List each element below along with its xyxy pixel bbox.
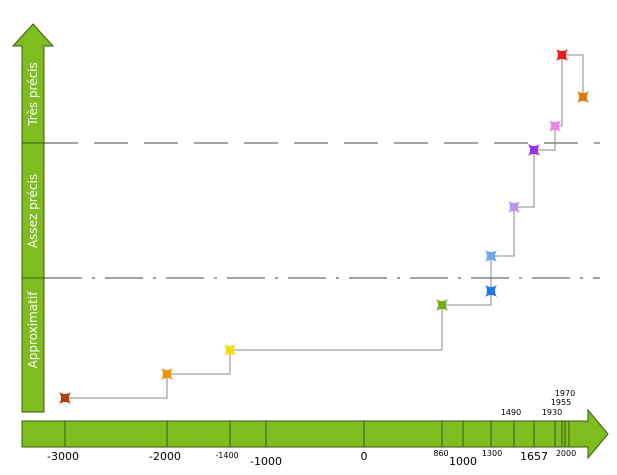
tick-label: 1000 <box>449 455 477 468</box>
event-marker <box>485 285 497 297</box>
tick-label: -2000 <box>149 450 181 463</box>
tick-label: 1657 <box>520 450 548 463</box>
level-label-assez-precis: Assez précis <box>26 174 40 248</box>
precision-axis-arrow: Très précis Assez précis Approximatif <box>11 23 55 413</box>
event-marker <box>224 344 236 356</box>
tick-label: 0 <box>361 450 368 463</box>
tick-label: 1300 <box>482 449 502 458</box>
step-connector <box>65 54 584 399</box>
tick-label: 2000 <box>556 449 576 458</box>
event-marker <box>59 392 71 404</box>
event-marker <box>436 299 448 311</box>
tick-label: -3000 <box>47 450 79 463</box>
event-marker <box>161 368 173 380</box>
time-arrow-shape <box>21 408 609 460</box>
tick-label: 1930 <box>542 408 562 417</box>
event-marker <box>485 250 497 262</box>
tick-label: 1490 <box>501 408 521 417</box>
level-label-approximatif: Approximatif <box>26 291 40 369</box>
tick-label: -1000 <box>250 455 282 468</box>
time-tick-labels: -3000 -2000 -1400 -1000 0 860 1000 1300 … <box>47 389 576 468</box>
tick-label: 1955 <box>551 398 571 407</box>
precision-arrow-shape <box>11 23 55 413</box>
tick-label: 1970 <box>555 389 575 398</box>
level-label-tres-precis: Très précis <box>26 62 40 127</box>
event-marker <box>549 120 561 132</box>
time-axis-arrow <box>21 408 609 460</box>
markers <box>59 49 589 404</box>
event-marker <box>508 201 520 213</box>
tick-label: -1400 <box>215 451 238 460</box>
event-marker <box>577 91 589 103</box>
event-marker <box>556 49 568 61</box>
event-marker <box>528 144 540 156</box>
tick-label: 860 <box>433 449 448 458</box>
